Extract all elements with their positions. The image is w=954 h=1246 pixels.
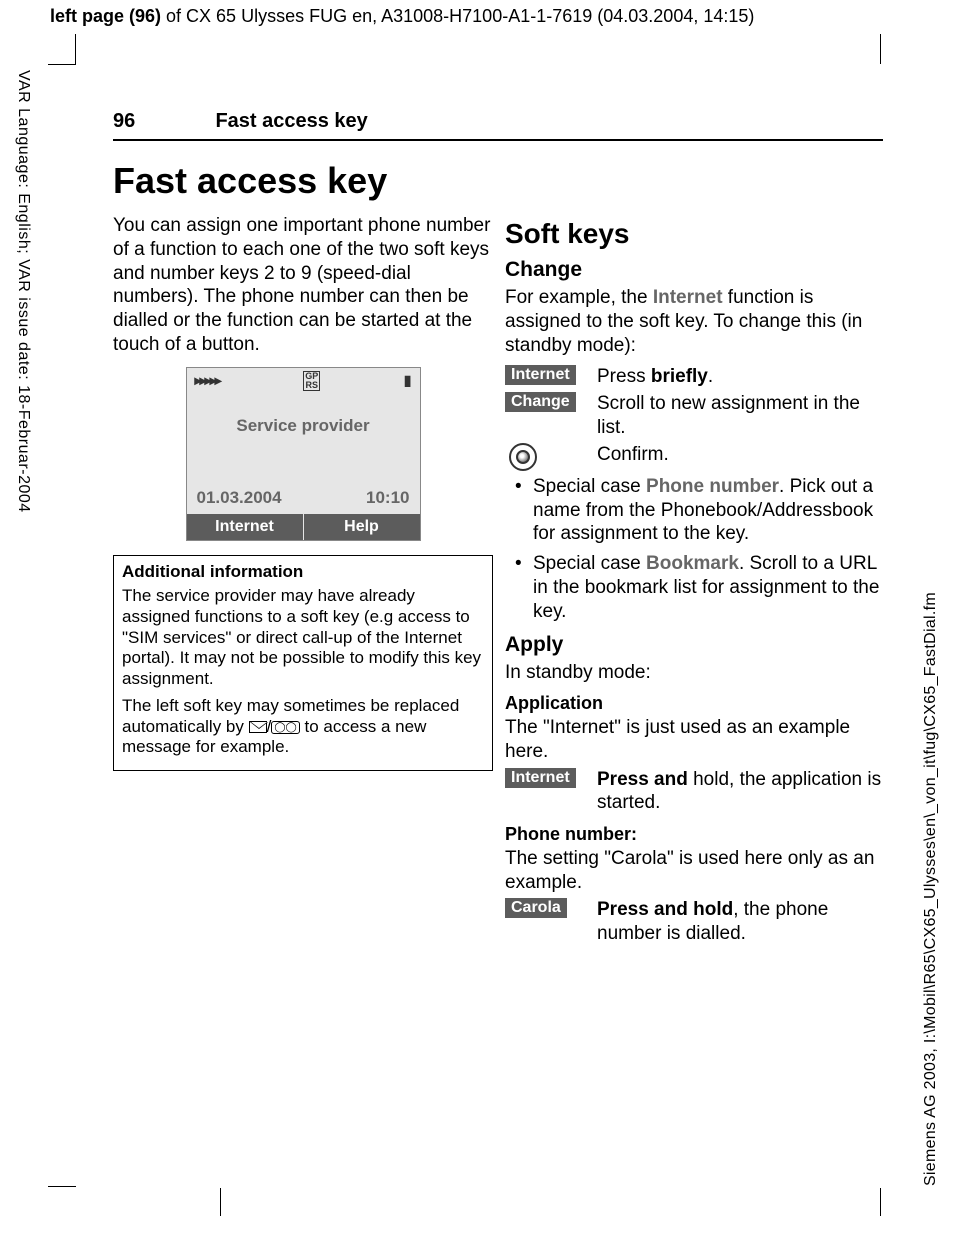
internet-key-ref: Internet [653,287,723,308]
crop-mark [75,34,76,64]
running-header: 96 Fast access key [113,110,883,141]
battery-icon: ▮ [404,372,412,389]
bullet-phone-number: Special case Phone number. Pick out a na… [505,475,885,546]
apply-heading: Apply [505,633,885,657]
apply-intro: In standby mode: [505,661,885,685]
phonenumber-text: The setting "Carola" is used here only a… [505,847,885,895]
phone-datetime: 01.03.2004 10:10 [187,488,420,514]
source-header-rest: of CX 65 Ulysses FUG en, A31008-H7100-A1… [161,6,754,26]
page-title: Fast access key [113,160,493,202]
info-box-title: Additional information [122,562,484,583]
change-heading: Change [505,258,885,282]
carola-chip: Carola [505,898,567,918]
source-header-prefix: left page (96) [50,6,161,26]
phone-softkey-left: Internet [187,514,304,540]
message-icon [249,721,267,733]
additional-info-box: Additional information The service provi… [113,555,493,772]
crop-mark [48,1186,76,1187]
step-press-change: Change Scroll to new assignment in the l… [505,392,885,438]
step-app-hold: Internet Press and hold, the appli­catio… [505,768,885,814]
phone-softkey-right: Help [304,514,420,540]
step-carola-hold: Carola Press and hold, the phone number … [505,898,885,944]
source-header: left page (96) of CX 65 Ulysses FUG en, … [50,6,754,27]
phone-date: 01.03.2004 [197,488,282,508]
crop-mark [880,1188,881,1216]
joystick-icon [509,443,537,471]
application-text: The "Internet" is just used as an exampl… [505,716,885,764]
application-subheading: Application [505,693,885,714]
signal-icon: ▸▸▸▸▸ [195,372,220,389]
gprs-icon: GP RS [303,371,320,391]
phonenumber-subheading: Phone number: [505,824,885,845]
info-box-p1: The service provider may have already as… [122,586,484,690]
crop-mark [48,64,76,65]
phone-time: 10:10 [366,488,409,508]
softkeys-heading: Soft keys [505,218,885,250]
crop-mark [220,1188,221,1216]
phone-screen-illustration: ▸▸▸▸▸ GP RS ▮ Service provider 01.03.200… [186,367,421,541]
voicemail-icon: ◯◯ [271,721,299,734]
phone-provider-label: Service provider [187,394,420,488]
special-cases-list: Special case Phone number. Pick out a na… [505,475,885,624]
intro-paragraph: You can assign one important phone numbe… [113,214,493,357]
section-title: Fast access key [215,110,367,132]
right-margin-text: Siemens AG 2003, I:\Mobil\R65\CX65_Ulyss… [922,592,940,1186]
bullet-bookmark: Special case Bookmark. Scroll to a URL i… [505,552,885,623]
internet-chip-2: Internet [505,768,576,788]
left-margin-text: VAR Language: English; VAR issue date: 1… [14,70,32,513]
left-column: Fast access key You can assign one impor… [113,160,493,771]
info-box-p2: The left soft key may sometimes be repla… [122,696,484,758]
change-chip: Change [505,392,576,412]
crop-mark [880,34,881,64]
phone-softkeys-bar: Internet Help [187,514,420,540]
step-press-internet: Internet Press briefly. [505,365,885,388]
page-number: 96 [113,110,211,133]
right-column: Soft keys Change For example, the Intern… [505,218,885,949]
internet-chip: Internet [505,365,576,385]
step-confirm: Confirm. [505,443,885,471]
change-intro: For example, the Internet function is as… [505,286,885,357]
phone-status-bar: ▸▸▸▸▸ GP RS ▮ [187,368,420,394]
